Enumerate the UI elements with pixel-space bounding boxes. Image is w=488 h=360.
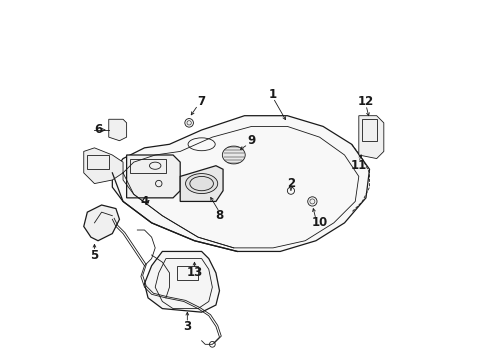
- Text: 13: 13: [186, 266, 202, 279]
- Text: 1: 1: [268, 88, 277, 101]
- Text: 3: 3: [183, 320, 191, 333]
- Text: 6: 6: [94, 123, 102, 136]
- Polygon shape: [83, 205, 119, 241]
- Ellipse shape: [185, 174, 217, 194]
- Polygon shape: [83, 148, 123, 184]
- Circle shape: [209, 342, 215, 347]
- Ellipse shape: [222, 146, 244, 164]
- Circle shape: [184, 118, 193, 127]
- Text: 12: 12: [357, 95, 373, 108]
- Text: 11: 11: [350, 159, 366, 172]
- Polygon shape: [180, 166, 223, 202]
- Text: 7: 7: [197, 95, 205, 108]
- Polygon shape: [112, 116, 369, 251]
- Text: 2: 2: [286, 177, 294, 190]
- Polygon shape: [108, 119, 126, 141]
- Text: 10: 10: [311, 216, 327, 229]
- Polygon shape: [358, 116, 383, 158]
- Text: 9: 9: [247, 134, 255, 147]
- Polygon shape: [126, 155, 180, 198]
- Text: 4: 4: [140, 195, 148, 208]
- Polygon shape: [144, 251, 219, 312]
- Text: 5: 5: [90, 248, 99, 261]
- Circle shape: [307, 197, 316, 206]
- Text: 8: 8: [215, 209, 223, 222]
